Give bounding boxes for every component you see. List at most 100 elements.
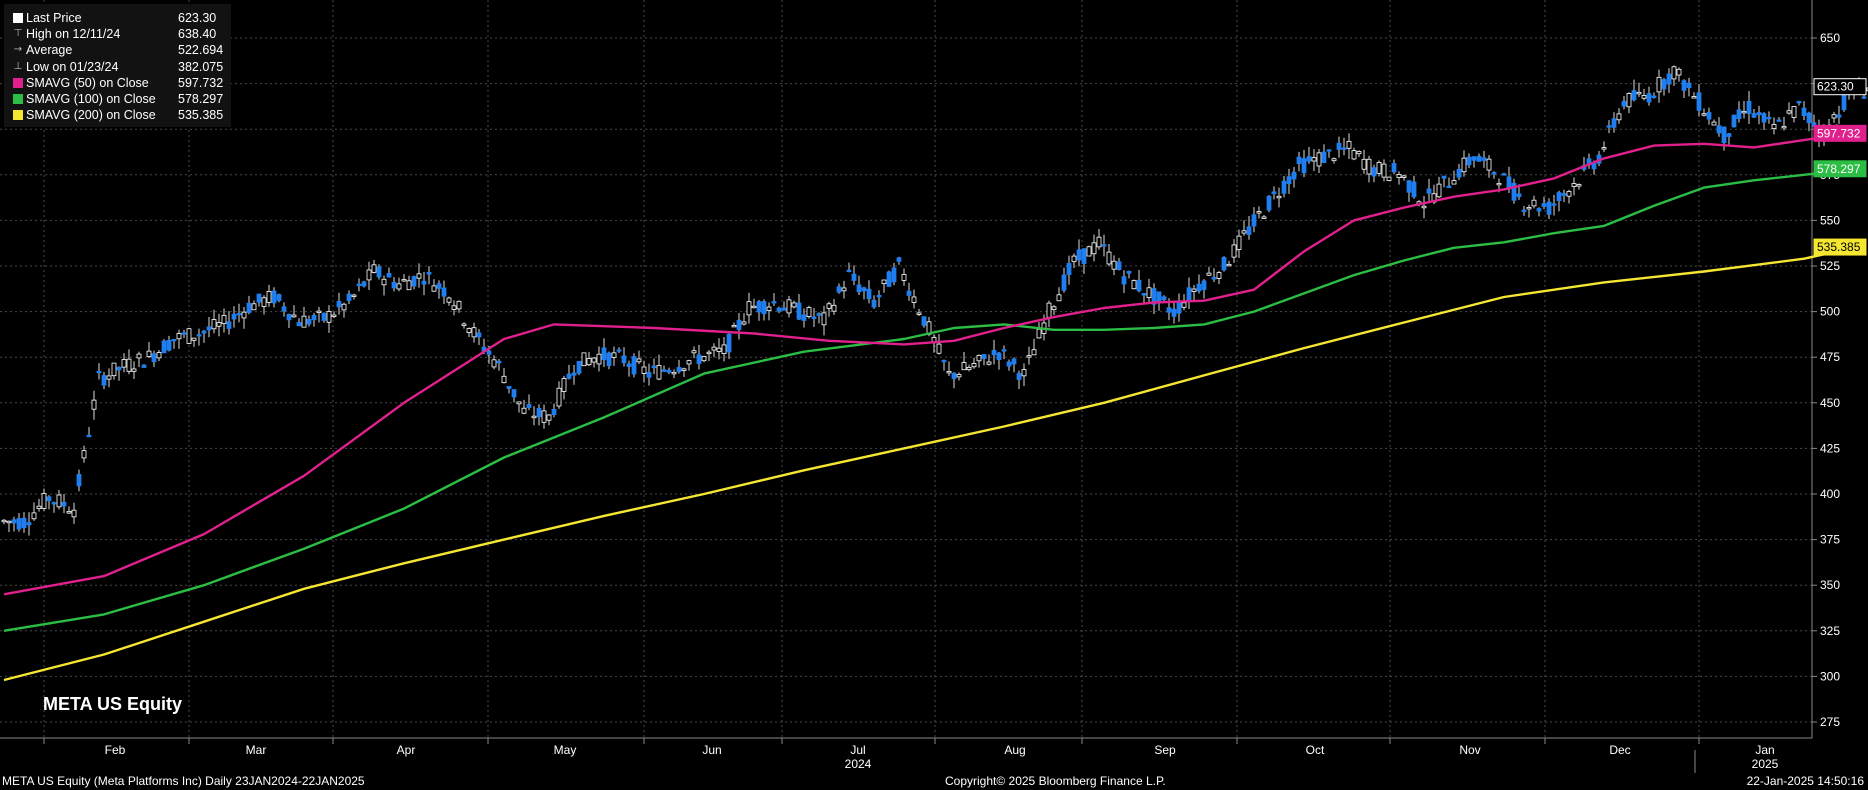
candle-body	[1686, 82, 1692, 89]
candle-body	[861, 287, 867, 292]
legend-label: Low on 01/23/24	[26, 59, 119, 74]
legend-item: ⊤ High on 12/11/24 638.40	[10, 26, 223, 42]
candle-body	[736, 319, 742, 330]
candle-body	[106, 375, 112, 380]
candle-body	[1636, 91, 1642, 95]
candle-body	[181, 332, 187, 335]
x-month-label: Sep	[1154, 743, 1176, 757]
candle-body	[1301, 158, 1307, 174]
candle-body	[136, 353, 142, 359]
candle-body	[726, 333, 732, 353]
candle-body	[946, 370, 952, 374]
candle-body	[561, 378, 567, 392]
candle-body	[1441, 175, 1447, 179]
candle-body	[791, 302, 797, 308]
candle-body	[1451, 180, 1457, 185]
candle-body	[196, 334, 202, 337]
candle-body	[1651, 95, 1657, 98]
candle-body	[1276, 195, 1282, 199]
candle-body	[456, 300, 462, 310]
candle-body	[51, 502, 57, 505]
candle-body	[1491, 172, 1497, 175]
candle-body	[866, 288, 872, 300]
candle-body	[1321, 151, 1327, 163]
candle-body	[86, 434, 92, 438]
candle-body	[161, 340, 167, 354]
candle-body	[1131, 280, 1137, 290]
candle-body	[416, 273, 422, 279]
candle-body	[1436, 183, 1442, 198]
candle-body	[1696, 92, 1702, 111]
legend-high-icon: ⊤	[13, 28, 23, 40]
sma100-badge: 578.297	[1817, 162, 1861, 176]
candle-body	[781, 307, 787, 311]
candle-body	[1341, 147, 1347, 150]
candle-body	[36, 505, 42, 510]
candle-body	[1046, 302, 1052, 318]
candle-body	[1021, 369, 1027, 377]
candle-body	[1381, 163, 1387, 178]
candle-body	[61, 501, 67, 507]
candle-body	[1051, 306, 1057, 310]
candle-body	[1791, 106, 1797, 118]
candle-body	[976, 354, 982, 362]
candle-body	[1571, 183, 1577, 187]
candle-body	[1541, 203, 1547, 207]
candle-body	[171, 338, 177, 342]
candle-body	[1086, 246, 1092, 257]
candle-body	[1671, 66, 1677, 80]
candle-body	[856, 284, 862, 293]
candle-body	[1121, 276, 1127, 285]
candle-body	[766, 306, 772, 311]
candle-body	[761, 301, 767, 315]
candle-body	[921, 316, 927, 326]
candle-body	[176, 333, 182, 340]
candle-body	[1481, 157, 1487, 161]
sma200-badge: 535.385	[1817, 240, 1861, 254]
candle-body	[256, 293, 262, 303]
candle-body	[1836, 114, 1842, 118]
candle-body	[1271, 191, 1277, 195]
candle-body	[1746, 100, 1752, 114]
candle-body	[1741, 110, 1747, 114]
candle-body	[121, 359, 127, 368]
candle-body	[471, 327, 477, 338]
candle-body	[156, 352, 162, 359]
candle-body	[1096, 236, 1102, 248]
candle-body	[1691, 96, 1697, 99]
candle-body	[601, 347, 607, 361]
candle-body	[881, 279, 887, 285]
candle-body	[1706, 112, 1712, 120]
candle-body	[436, 283, 442, 289]
candle-body	[981, 354, 987, 360]
candle-body	[901, 274, 907, 281]
candle-body	[606, 352, 612, 367]
candle-body	[266, 290, 272, 303]
candle-body	[621, 355, 627, 364]
candle-body	[1701, 113, 1707, 116]
candle-body	[666, 369, 672, 373]
candle-body	[281, 306, 287, 312]
candle-body	[1186, 287, 1192, 302]
candle-body	[376, 266, 382, 278]
legend-value: 578.297	[178, 92, 224, 107]
candle-body	[1351, 150, 1357, 160]
candle-body	[1161, 296, 1167, 301]
candle-body	[1261, 216, 1267, 219]
candle-body	[936, 343, 942, 354]
legend-item: → Average 522.694	[10, 42, 223, 58]
candle-body	[986, 361, 992, 365]
candle-body	[1181, 302, 1187, 308]
footer-security-info: META US Equity (Meta Platforms Inc) Dail…	[2, 774, 365, 788]
candle-body	[1231, 244, 1237, 258]
candle-body	[541, 410, 547, 423]
candle-body	[251, 303, 257, 311]
legend-value: 623.30	[178, 11, 217, 25]
candle-body	[166, 339, 172, 351]
candle-body	[1146, 287, 1152, 298]
candle-body	[1166, 307, 1172, 313]
candle-body	[41, 493, 47, 509]
candle-body	[1216, 272, 1222, 279]
candle-body	[1026, 355, 1032, 358]
candle-body	[1111, 260, 1117, 270]
